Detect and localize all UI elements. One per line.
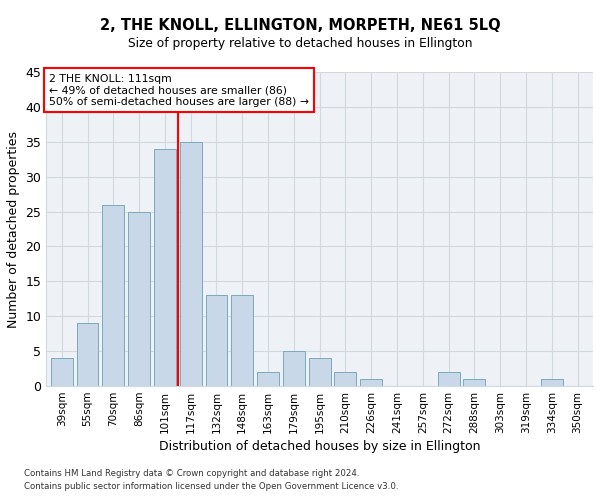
Bar	[437, 372, 460, 386]
Bar	[103, 204, 124, 386]
Bar	[51, 358, 73, 386]
Bar	[334, 372, 356, 386]
Text: 2 THE KNOLL: 111sqm
← 49% of detached houses are smaller (86)
50% of semi-detach: 2 THE KNOLL: 111sqm ← 49% of detached ho…	[49, 74, 309, 106]
Bar	[154, 148, 176, 386]
Bar	[308, 358, 331, 386]
Text: Size of property relative to detached houses in Ellington: Size of property relative to detached ho…	[128, 38, 472, 51]
Bar	[206, 296, 227, 386]
Bar	[128, 212, 150, 386]
Bar	[360, 379, 382, 386]
Bar	[257, 372, 279, 386]
X-axis label: Distribution of detached houses by size in Ellington: Distribution of detached houses by size …	[159, 440, 481, 453]
Bar	[283, 351, 305, 386]
Text: Contains public sector information licensed under the Open Government Licence v3: Contains public sector information licen…	[24, 482, 398, 491]
Bar	[463, 379, 485, 386]
Bar	[232, 296, 253, 386]
Bar	[180, 142, 202, 386]
Bar	[541, 379, 563, 386]
Bar	[77, 324, 98, 386]
Y-axis label: Number of detached properties: Number of detached properties	[7, 130, 20, 328]
Text: Contains HM Land Registry data © Crown copyright and database right 2024.: Contains HM Land Registry data © Crown c…	[24, 468, 359, 477]
Text: 2, THE KNOLL, ELLINGTON, MORPETH, NE61 5LQ: 2, THE KNOLL, ELLINGTON, MORPETH, NE61 5…	[100, 18, 500, 32]
